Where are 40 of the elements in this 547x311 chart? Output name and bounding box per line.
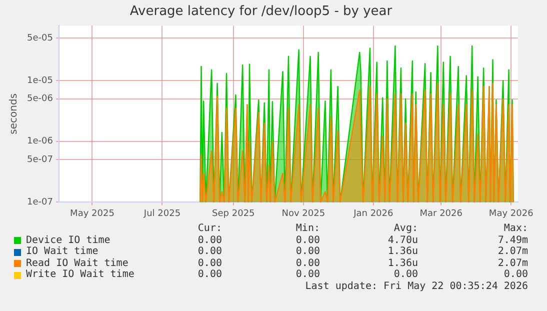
legend-label: Device IO time: [26, 234, 110, 246]
legend-label: Write IO Wait time: [26, 269, 134, 282]
y-tick-label: 5e-06: [26, 94, 54, 104]
text: Min:: [296, 223, 320, 235]
text: 0.00: [394, 269, 418, 281]
text: 0.00: [296, 269, 320, 282]
text: 0.00: [198, 246, 222, 258]
text: 2.07m: [498, 246, 528, 258]
x-tick-label: May 2025: [70, 208, 114, 219]
text: 0.00: [504, 269, 528, 282]
text: 0.00: [198, 269, 222, 282]
y-tick-label: 5e-05: [26, 33, 53, 44]
y-axis-title: seconds: [8, 93, 20, 134]
y-tick-label: 1e-07: [26, 198, 53, 208]
text: 0.00: [296, 246, 320, 258]
text: Last update: Fri May 22 00:35:24 2026: [305, 281, 528, 293]
x-tick-label: Mar 2026: [420, 208, 463, 219]
x-tick-label: May 2026: [488, 208, 534, 219]
text: Max:: [504, 223, 528, 235]
chart-title: Average latency for /dev/loop5 - by year: [130, 4, 393, 20]
legend-label: IO Wait time: [26, 246, 98, 258]
x-tick-label: Sep 2025: [212, 208, 255, 219]
y-tick-label: 5e-07: [26, 155, 53, 166]
text: Cur:: [198, 223, 222, 235]
x-tick-label: Jan 2026: [352, 208, 394, 219]
x-tick-label: Nov 2025: [282, 208, 326, 219]
text: 4.70u: [388, 234, 418, 246]
text: Avg:: [394, 223, 418, 235]
legend-label: Read IO Wait time: [26, 258, 128, 269]
text: 0.00: [296, 234, 320, 246]
text: 2.07m: [498, 258, 528, 270]
y-tick-label: 1e-05: [26, 76, 53, 86]
x-tick-label: Jul 2025: [142, 208, 181, 219]
text: 0.00: [198, 234, 222, 246]
text: 1.36u: [388, 258, 418, 270]
text: 0.00: [296, 258, 320, 270]
text: 7.49m: [498, 234, 528, 246]
text: 1.36u: [388, 246, 418, 258]
y-tick-label: 1e-06: [26, 136, 54, 147]
text: 0.00: [198, 258, 222, 270]
